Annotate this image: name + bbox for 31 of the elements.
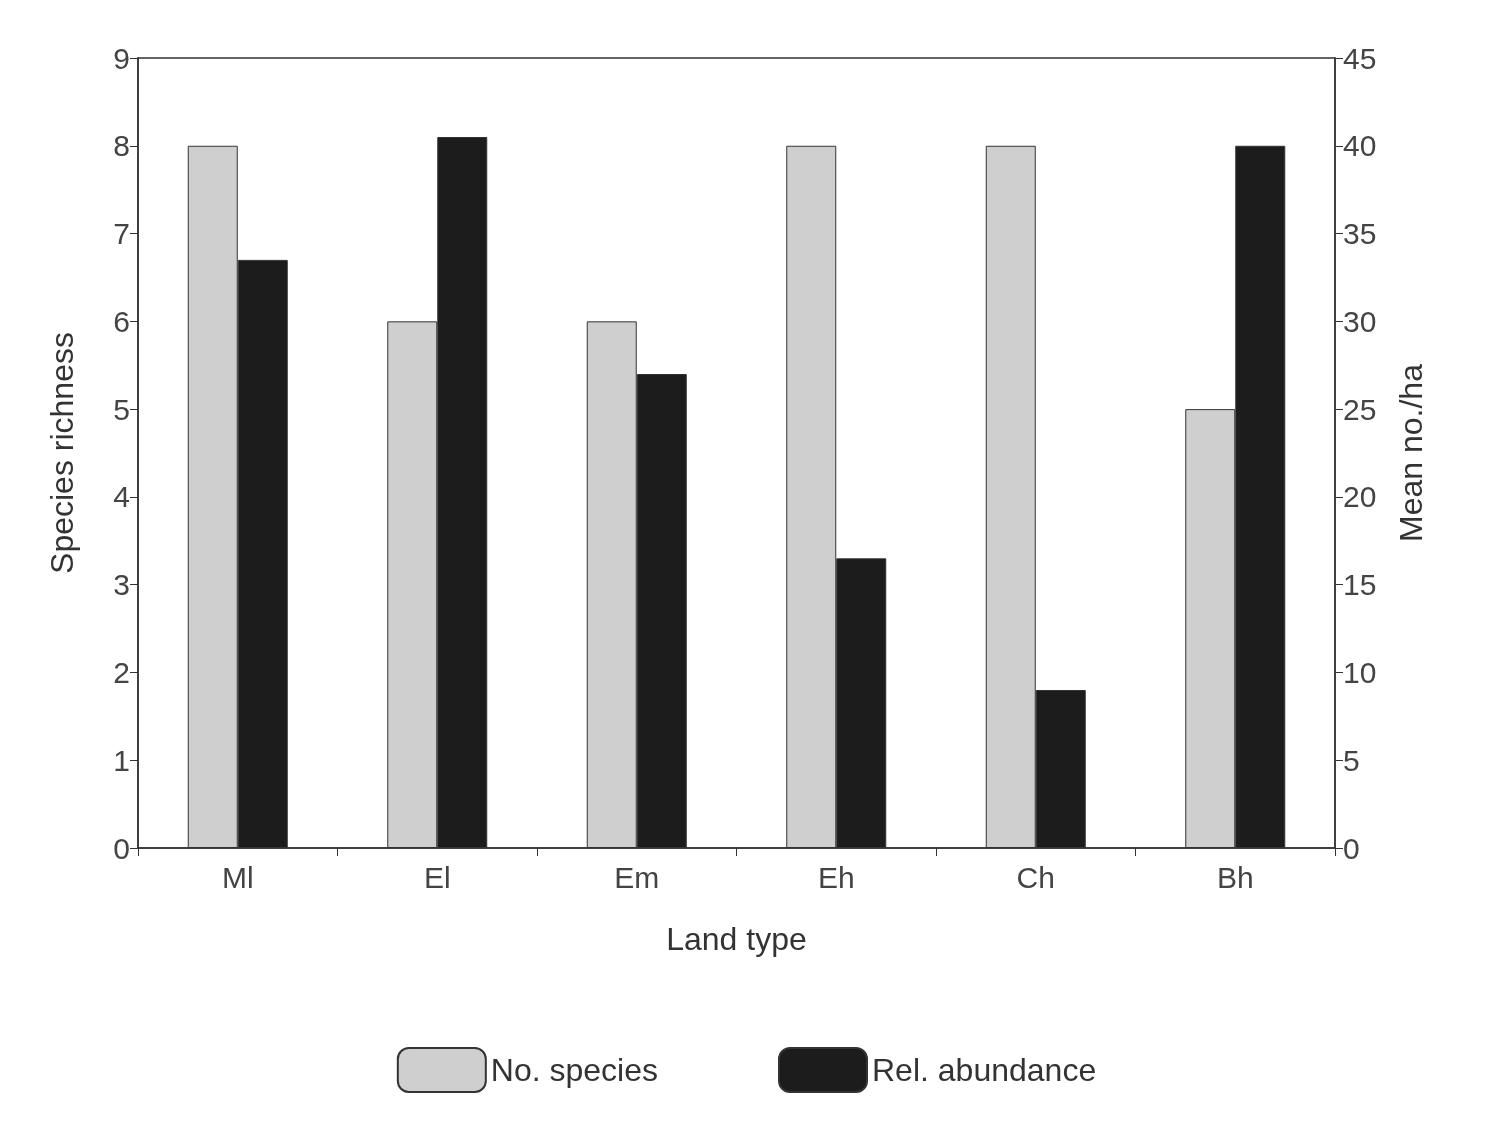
- y2-axis-title: Mean no./ha: [1393, 363, 1429, 542]
- y2-tick-label: 30: [1343, 304, 1377, 338]
- y-tick-label: 3: [113, 568, 130, 602]
- y-tick-label: 6: [113, 304, 130, 338]
- y2-tick-label: 15: [1343, 568, 1377, 602]
- y2-tick-label: 40: [1343, 129, 1377, 163]
- x-tick-label: Bh: [1216, 860, 1254, 894]
- y-tick-label: 0: [113, 831, 130, 865]
- y-tick-label: 9: [113, 41, 130, 75]
- y2-tick-label: 5: [1343, 743, 1360, 777]
- legend-label: No. species: [490, 1052, 659, 1088]
- legend-label: Rel. abundance: [872, 1052, 1097, 1088]
- y2-tick-label: 35: [1343, 217, 1377, 251]
- x-tick-label: Ml: [221, 860, 254, 894]
- y2-tick-label: 20: [1343, 480, 1377, 514]
- y-tick-label: 8: [113, 129, 130, 163]
- x-tick-label: El: [423, 860, 451, 894]
- y-axis-title: Species richness: [44, 332, 80, 574]
- y2-tick-label: 25: [1343, 392, 1377, 426]
- y-tick-label: 4: [113, 480, 130, 514]
- x-axis-title: Land type: [666, 921, 807, 957]
- y2-tick-label: 45: [1343, 41, 1377, 75]
- x-tick-label: Em: [614, 860, 660, 894]
- x-tick-label: Eh: [817, 860, 855, 894]
- y2-tick-label: 10: [1343, 655, 1377, 689]
- y-tick-label: 5: [113, 392, 130, 426]
- y2-tick-label: 0: [1343, 831, 1360, 865]
- x-tick-label: Ch: [1016, 860, 1055, 894]
- y-tick-label: 7: [113, 217, 130, 251]
- y-tick-label: 1: [113, 743, 130, 777]
- y-tick-label: 2: [113, 655, 130, 689]
